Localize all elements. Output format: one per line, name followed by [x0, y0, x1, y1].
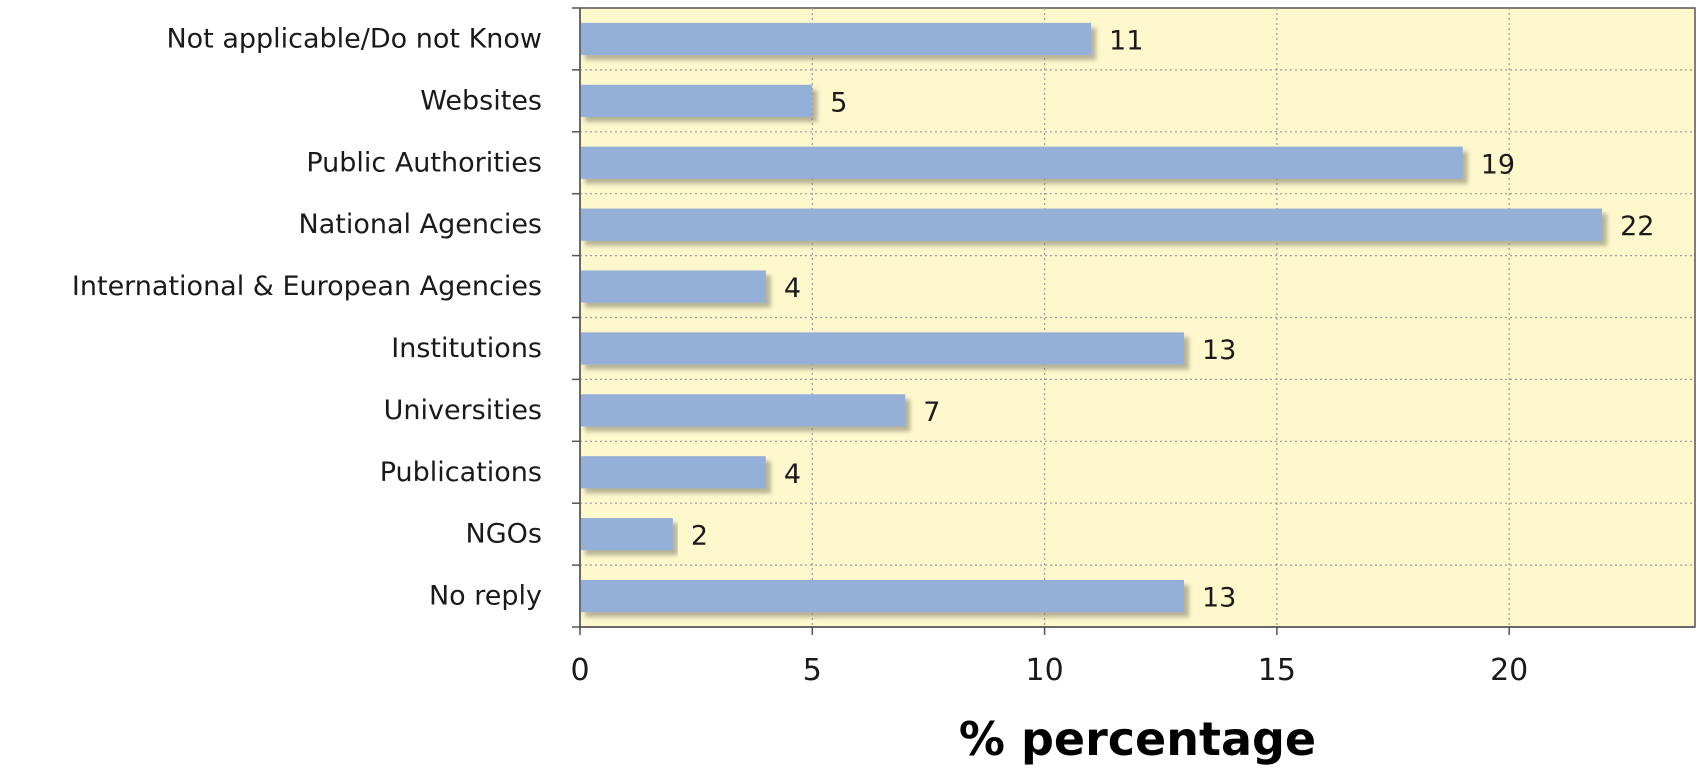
bar [580, 456, 766, 489]
bar [580, 394, 906, 427]
x-tick-labels: 0 5 10 15 20 [570, 653, 1528, 688]
category-label: Not applicable/Do not Know [166, 23, 542, 54]
category-label: International & European Agencies [72, 271, 542, 302]
category-label: Websites [420, 85, 542, 116]
category-label: Publications [380, 457, 542, 488]
bar [580, 518, 673, 551]
category-labels: Not applicable/Do not Know Websites Public… [72, 23, 542, 611]
x-tick-label: 15 [1258, 653, 1296, 688]
bar [580, 146, 1463, 179]
bar [580, 579, 1184, 613]
data-label: 4 [784, 273, 801, 304]
data-label: 19 [1481, 149, 1515, 180]
bar [580, 22, 1092, 56]
bar [580, 84, 813, 117]
category-label: National Agencies [299, 209, 542, 240]
bar [580, 270, 766, 303]
axes [572, 7, 1695, 635]
data-label: 13 [1202, 335, 1236, 366]
data-label: 22 [1620, 211, 1654, 242]
data-label: 11 [1109, 25, 1143, 56]
data-label: 7 [923, 397, 940, 428]
bar [580, 208, 1603, 241]
bar [580, 332, 1184, 365]
data-label: 5 [830, 87, 847, 118]
category-label: Institutions [391, 333, 542, 364]
x-tick-label: 20 [1490, 653, 1528, 688]
x-axis-title: % percentage [959, 712, 1316, 766]
category-label: NGOs [466, 519, 542, 550]
category-label: Public Authorities [306, 147, 542, 178]
category-label: No reply [429, 581, 542, 612]
x-tick-label: 0 [570, 653, 589, 688]
data-label: 2 [691, 521, 708, 552]
x-tick-label: 10 [1025, 653, 1063, 688]
bars [580, 22, 1603, 613]
data-label: 13 [1202, 583, 1236, 614]
category-label: Universities [384, 395, 542, 426]
grid-lines [580, 8, 1695, 627]
value-labels: 11 5 19 22 4 13 7 4 2 13 [691, 25, 1655, 613]
x-tick-label: 5 [803, 653, 822, 688]
data-label: 4 [784, 459, 801, 490]
